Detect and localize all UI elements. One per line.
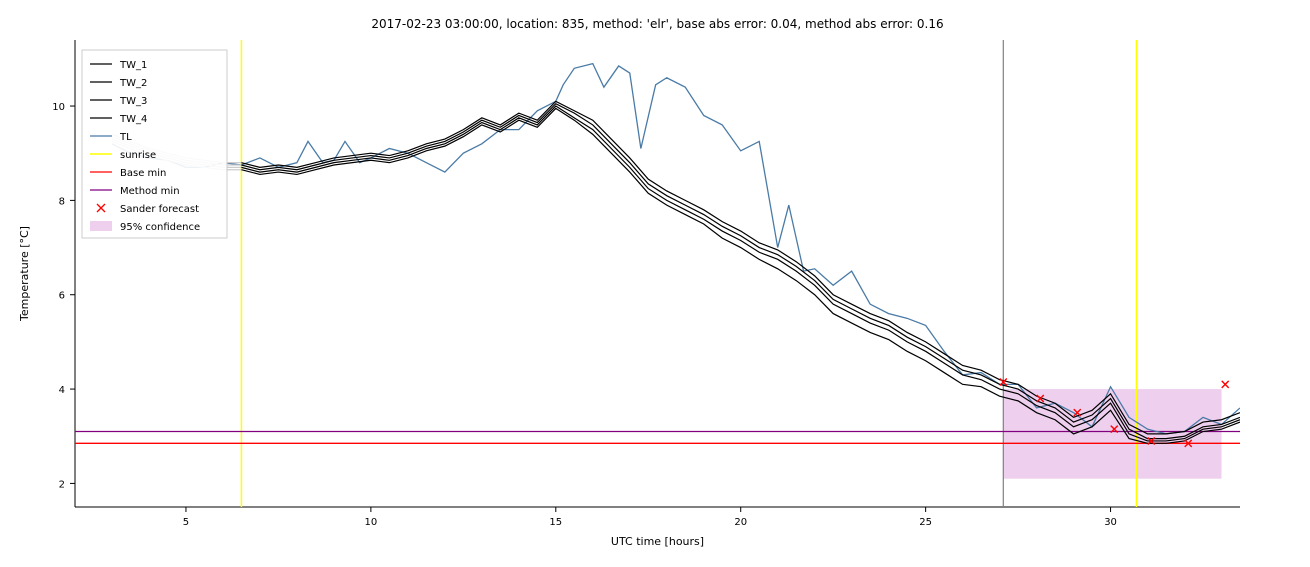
temperature-chart: 5 10 15 20 25 30 2 4 6 8 10 UTC time [hours] Tempera… xyxy=(10,10,1300,557)
legend-label: Method min xyxy=(120,186,180,197)
xtick-label: 15 xyxy=(549,517,562,528)
chart-svg: 5 10 15 20 25 30 2 4 6 8 10 UTC time [hours] Tempera… xyxy=(10,10,1310,557)
legend-label: Sander forecast xyxy=(120,204,199,215)
legend-label: TW_2 xyxy=(119,78,147,89)
chart-title: 2017-02-23 03:00:00, location: 835, meth… xyxy=(371,17,943,31)
xtick-label: 25 xyxy=(919,517,932,528)
legend-label: sunrise xyxy=(120,150,156,161)
legend-label: TW_3 xyxy=(119,96,147,107)
xtick-label: 30 xyxy=(1104,517,1117,528)
y-axis-label: Temperature [°C] xyxy=(18,226,31,322)
legend-label: Base min xyxy=(120,168,166,179)
x-axis-label: UTC time [hours] xyxy=(611,535,704,548)
legend-label: TW_4 xyxy=(119,114,147,125)
ytick-label: 8 xyxy=(59,196,65,207)
ytick-label: 10 xyxy=(52,102,65,113)
xtick-label: 20 xyxy=(734,517,747,528)
ytick-label: 4 xyxy=(59,385,65,396)
legend-label: TW_1 xyxy=(119,60,147,71)
ytick-label: 2 xyxy=(59,479,65,490)
legend-label: TL xyxy=(119,132,132,143)
ytick-label: 6 xyxy=(59,291,65,302)
legend-label: 95% confidence xyxy=(120,222,200,233)
xtick-label: 10 xyxy=(365,517,378,528)
xtick-label: 5 xyxy=(183,517,189,528)
